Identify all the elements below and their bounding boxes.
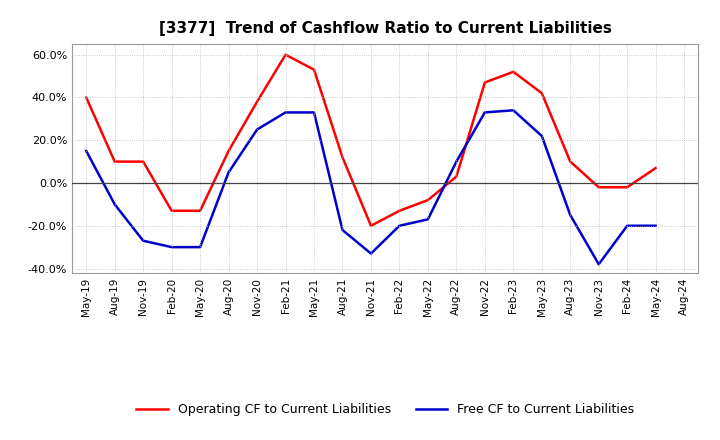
Free CF to Current Liabilities (310, 110, 318, 115)
Operating CF to Current Liabilities (652, 165, 660, 171)
Free CF to Current Liabilities (282, 110, 290, 115)
Operating CF to Current Liabilities (196, 208, 204, 213)
Operating CF to Current Liabilities (167, 208, 176, 213)
Free CF to Current Liabilities (423, 217, 432, 222)
Operating CF to Current Liabilities (566, 159, 575, 164)
Free CF to Current Liabilities (167, 245, 176, 250)
Operating CF to Current Liabilities (82, 95, 91, 100)
Free CF to Current Liabilities (139, 238, 148, 243)
Line: Free CF to Current Liabilities: Free CF to Current Liabilities (86, 110, 656, 264)
Operating CF to Current Liabilities (110, 159, 119, 164)
Free CF to Current Liabilities (595, 262, 603, 267)
Operating CF to Current Liabilities (338, 155, 347, 160)
Operating CF to Current Liabilities (310, 67, 318, 72)
Operating CF to Current Liabilities (423, 198, 432, 203)
Free CF to Current Liabilities (566, 213, 575, 218)
Free CF to Current Liabilities (366, 251, 375, 256)
Free CF to Current Liabilities (338, 227, 347, 233)
Operating CF to Current Liabilities (480, 80, 489, 85)
Operating CF to Current Liabilities (452, 174, 461, 179)
Free CF to Current Liabilities (480, 110, 489, 115)
Operating CF to Current Liabilities (509, 69, 518, 74)
Free CF to Current Liabilities (225, 170, 233, 175)
Operating CF to Current Liabilities (537, 91, 546, 96)
Free CF to Current Liabilities (82, 148, 91, 154)
Title: [3377]  Trend of Cashflow Ratio to Current Liabilities: [3377] Trend of Cashflow Ratio to Curren… (159, 21, 611, 36)
Operating CF to Current Liabilities (366, 223, 375, 228)
Legend: Operating CF to Current Liabilities, Free CF to Current Liabilities: Operating CF to Current Liabilities, Fre… (131, 398, 639, 421)
Operating CF to Current Liabilities (253, 99, 261, 104)
Free CF to Current Liabilities (452, 159, 461, 164)
Free CF to Current Liabilities (652, 223, 660, 228)
Operating CF to Current Liabilities (282, 52, 290, 57)
Operating CF to Current Liabilities (139, 159, 148, 164)
Operating CF to Current Liabilities (623, 185, 631, 190)
Free CF to Current Liabilities (395, 223, 404, 228)
Free CF to Current Liabilities (253, 127, 261, 132)
Free CF to Current Liabilities (537, 133, 546, 139)
Operating CF to Current Liabilities (225, 148, 233, 154)
Free CF to Current Liabilities (509, 108, 518, 113)
Operating CF to Current Liabilities (595, 185, 603, 190)
Free CF to Current Liabilities (196, 245, 204, 250)
Line: Operating CF to Current Liabilities: Operating CF to Current Liabilities (86, 55, 656, 226)
Free CF to Current Liabilities (110, 202, 119, 207)
Operating CF to Current Liabilities (395, 208, 404, 213)
Free CF to Current Liabilities (623, 223, 631, 228)
